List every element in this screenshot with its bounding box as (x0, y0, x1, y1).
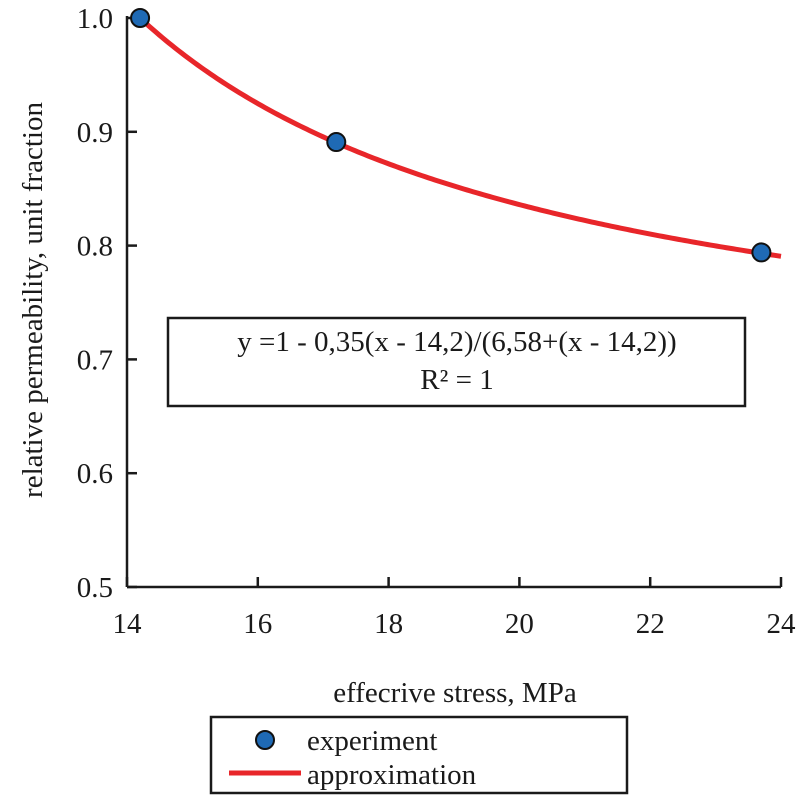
y-ticks: 0.5 0.6 0.7 0.8 0.9 1.0 (77, 3, 137, 604)
legend-border (209, 715, 629, 795)
y-tick-label: 0.7 (77, 344, 113, 376)
y-tick-label: 0.9 (77, 117, 113, 149)
x-tick-label: 14 (113, 608, 143, 640)
experiment-point (130, 8, 151, 28)
y-tick-label: 0.6 (77, 458, 113, 490)
x-tick-label: 20 (505, 608, 534, 640)
y-axis-label: relative permeability, unit fraction (17, 102, 49, 498)
equation-box: y =1 - 0,35(x - 14,2)/(6,58+(x - 14,2)) … (166, 316, 747, 408)
x-tick-label: 24 (767, 608, 797, 640)
equation-text: y =1 - 0,35(x - 14,2)/(6,58+(x - 14,2)) (237, 326, 676, 358)
experiment-point (326, 132, 347, 153)
legend-experiment-label: experiment (307, 725, 437, 757)
experiment-point (751, 242, 772, 263)
legend: experiment approximation (209, 715, 629, 795)
x-tick-label: 16 (243, 608, 272, 640)
experiment-points (130, 8, 772, 263)
y-tick-label: 0.5 (77, 572, 113, 604)
legend-approximation-label: approximation (307, 759, 477, 791)
x-tick-label: 22 (636, 608, 665, 640)
y-tick-label: 0.8 (77, 231, 113, 263)
legend-experiment-marker (255, 730, 275, 750)
plot-area: 14 16 18 20 22 24 0.5 0.6 0.7 0.8 0.9 1.0 (77, 3, 796, 640)
equation-box-border (166, 316, 747, 408)
r-squared-text: R² = 1 (420, 364, 493, 396)
x-axis-label: effecrive stress, MPa (333, 677, 577, 709)
y-tick-label: 1.0 (77, 3, 113, 35)
approximation-curve (138, 16, 782, 259)
x-ticks: 14 16 18 20 22 24 (113, 577, 797, 640)
x-tick-label: 18 (374, 608, 403, 640)
